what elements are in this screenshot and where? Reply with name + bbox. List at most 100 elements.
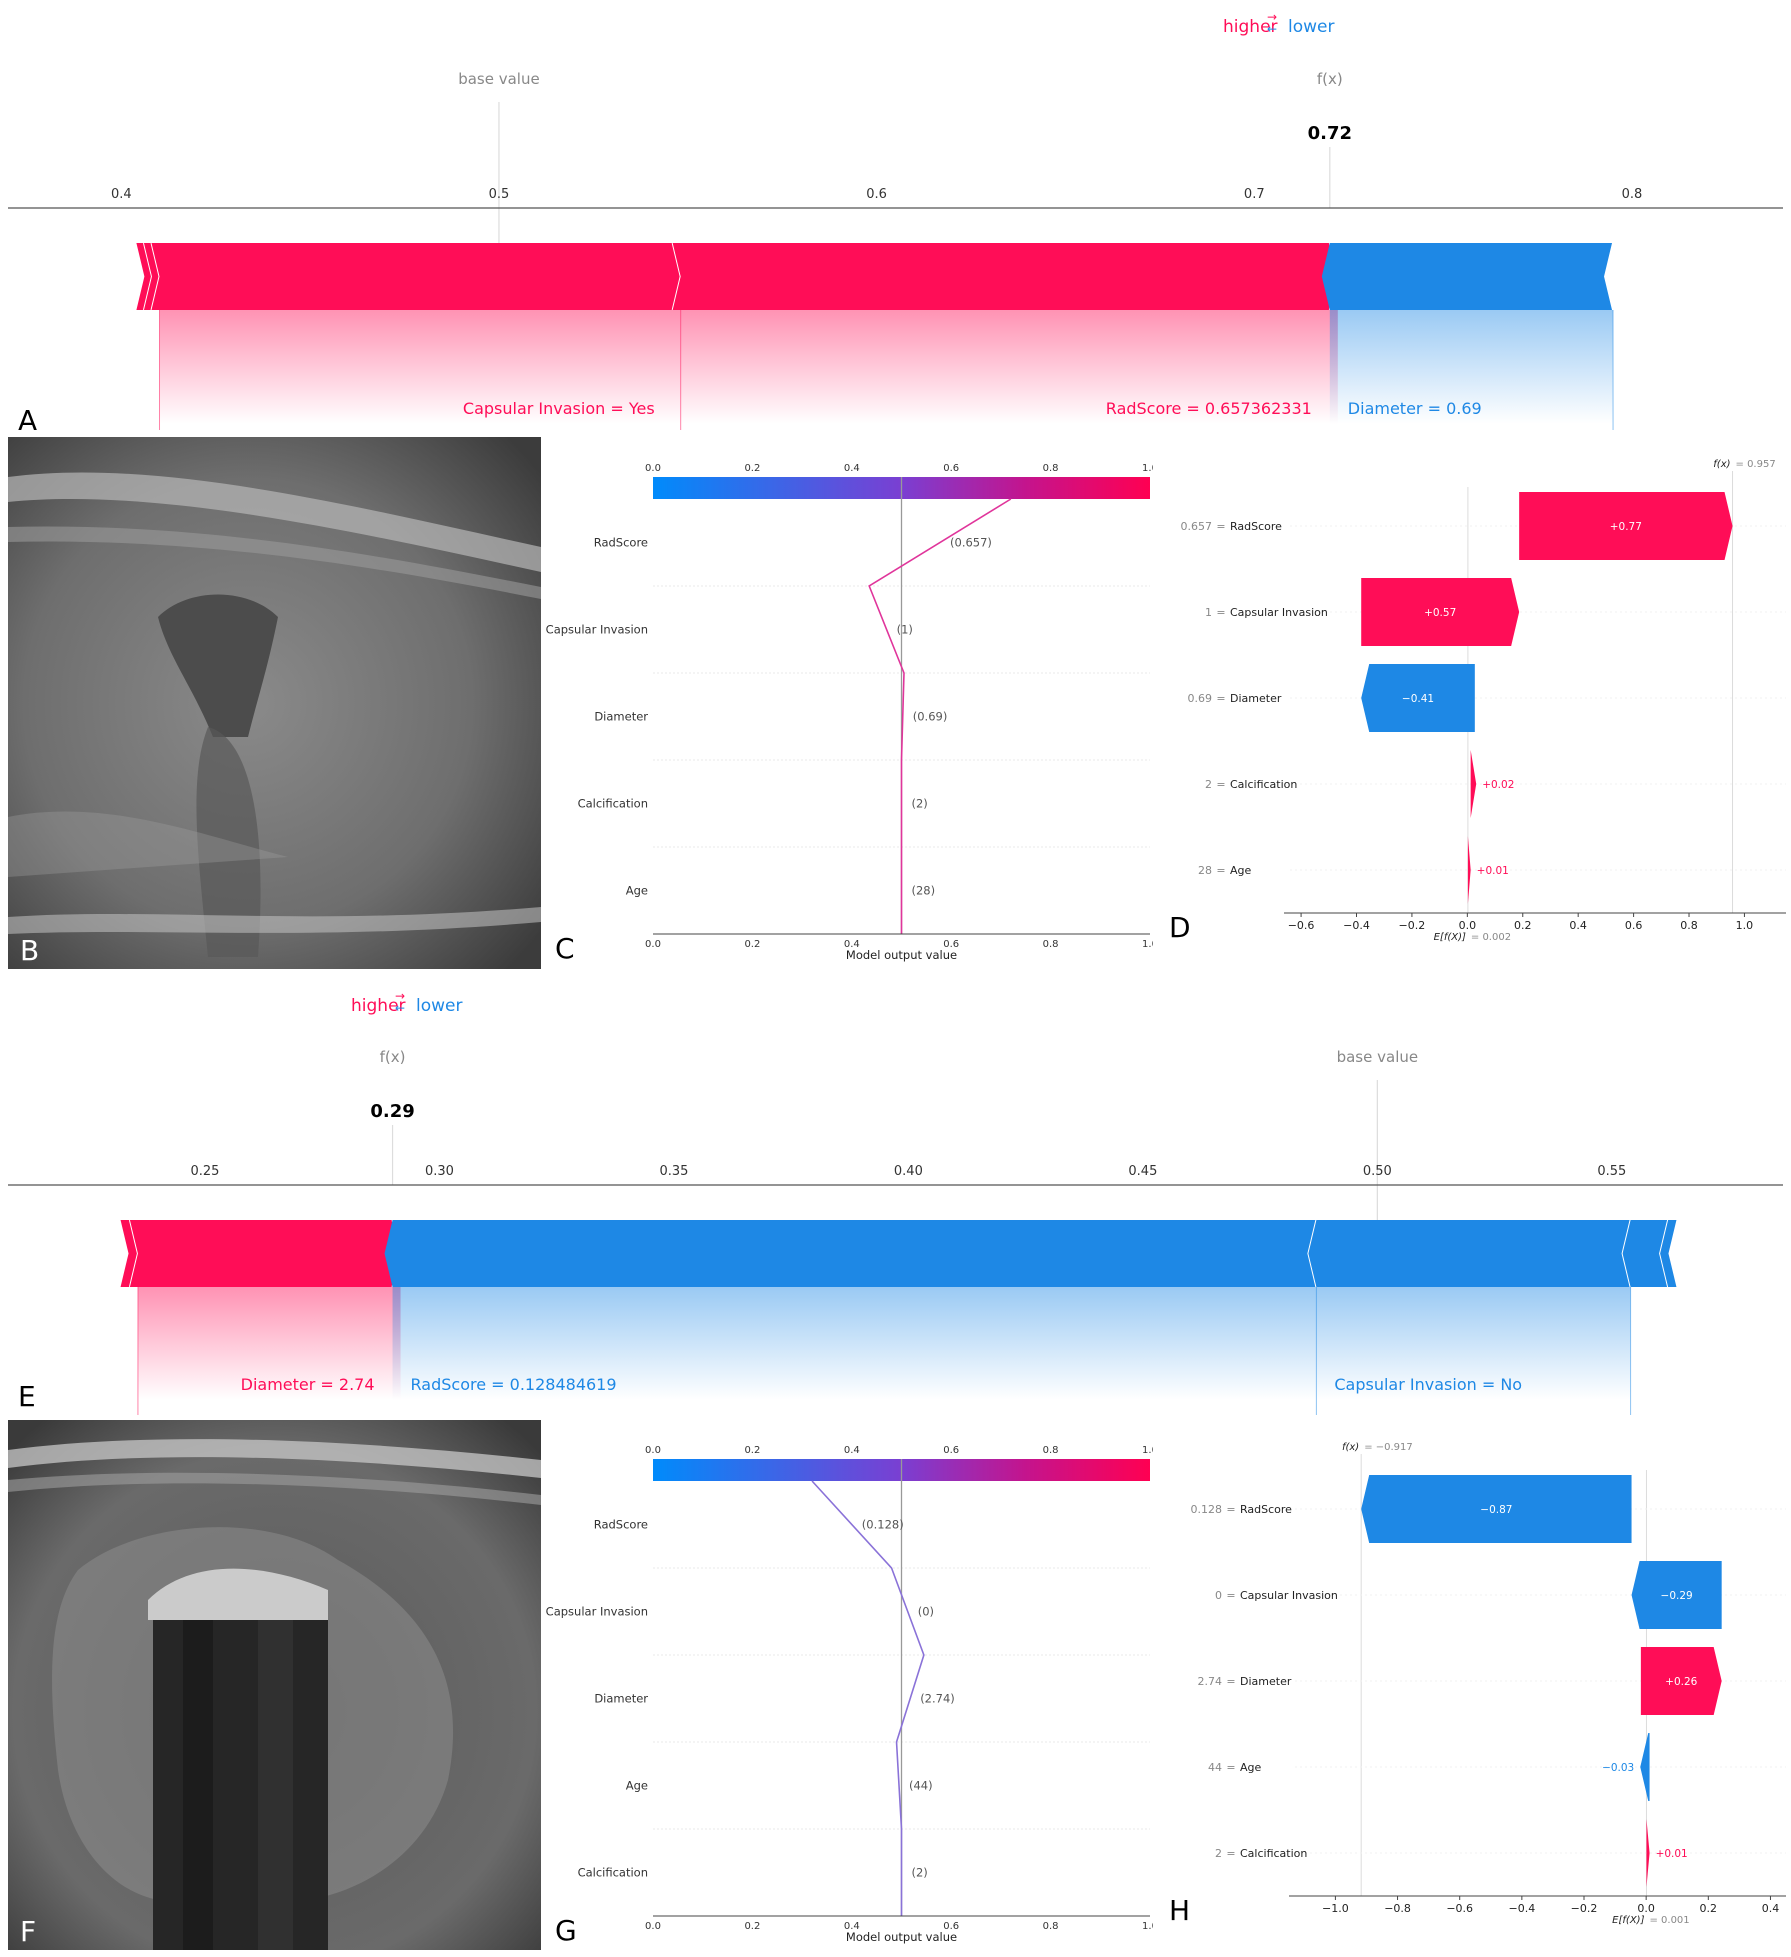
feature-value: (0.69) xyxy=(913,710,948,724)
segment-divider xyxy=(1668,1219,1679,1288)
ultrasound-texture-b xyxy=(8,437,541,969)
positive-segment-gradient xyxy=(159,310,681,424)
higher-arrow-icon: → xyxy=(395,989,405,1003)
x-tick-label: 0.40 xyxy=(894,1164,923,1179)
panel-label: G xyxy=(555,1914,577,1947)
contribution-label: +0.02 xyxy=(1482,779,1514,791)
feature-label-negative: RadScore = 0.128484619 xyxy=(411,1375,617,1394)
feature-name: RadScore xyxy=(594,1518,648,1532)
x-tick-label: 0.4 xyxy=(1762,1902,1780,1915)
feature-value: 2 xyxy=(1215,1847,1222,1860)
ultrasound-texture-f xyxy=(8,1420,541,1950)
x-tick-label: 0.35 xyxy=(659,1164,688,1179)
x-tick-label: 0.4 xyxy=(1569,919,1587,932)
feature-equals: = xyxy=(1226,1589,1235,1602)
panel-label: D xyxy=(1169,911,1191,944)
force-plot-e-svg: higher→← lower base value f(x) 0.29 0.25 0.30 0… xyxy=(8,989,1783,1415)
decision-plot-g-svg: 0.0 0.2 0.4 0.6 0.8 1.0 RadScore (0.128) Capsula… xyxy=(546,1445,1158,1947)
decision-path xyxy=(868,498,1012,934)
panel-label: A xyxy=(18,404,37,430)
feature-name: Capsular Invasion xyxy=(546,623,648,637)
colorbar-tick-label: 1.0 xyxy=(1142,1445,1153,1456)
x-tick-label: 0.0 xyxy=(645,1921,661,1932)
x-tick-label: 0.4 xyxy=(844,939,860,950)
x-tick-label: −0.6 xyxy=(1446,1902,1473,1915)
x-tick-label: 0.6 xyxy=(1625,919,1643,932)
x-tick-label: 1.0 xyxy=(1142,1921,1153,1932)
decision-plot-g: 0.0 0.2 0.4 0.6 0.8 1.0 RadScore (0.128) Capsula… xyxy=(541,1420,1158,1953)
feature-value: (28) xyxy=(912,884,936,898)
negative-force-segment xyxy=(1321,243,1614,310)
expected-value-label: E[f(X)] xyxy=(1434,932,1466,943)
colorbar-tick-label: 0.0 xyxy=(645,1445,661,1456)
feature-equals: = xyxy=(1226,1503,1235,1516)
feature-value: (0) xyxy=(918,1605,934,1619)
feature-value: 2 xyxy=(1205,778,1212,791)
x-tick-label: 0.4 xyxy=(111,187,132,202)
x-tick-label: −1.0 xyxy=(1322,1902,1349,1915)
feature-name: Calcification xyxy=(578,1866,648,1880)
feature-label-positive: Diameter = 2.74 xyxy=(241,1375,375,1394)
feature-equals: = xyxy=(1216,692,1225,705)
x-tick-label: 0.2 xyxy=(1514,919,1532,932)
feature-value: (2) xyxy=(912,797,928,811)
feature-name: RadScore xyxy=(1240,1503,1292,1516)
x-tick-label: 0.50 xyxy=(1363,1164,1392,1179)
feature-name: Diameter xyxy=(594,1692,648,1706)
contribution-label: +0.57 xyxy=(1424,607,1456,619)
fx-label: f(x) xyxy=(1317,70,1343,88)
feature-name: Diameter xyxy=(1240,1675,1292,1688)
panel-label-f: F xyxy=(20,1915,37,1948)
colorbar-tick-label: 1.0 xyxy=(1142,463,1153,474)
lower-arrow-icon: ← xyxy=(395,1001,405,1015)
feature-name: Calcification xyxy=(1240,1847,1307,1860)
feature-name: Diameter xyxy=(594,710,648,724)
contribution-label: −0.03 xyxy=(1602,1762,1634,1774)
colorbar-tick-label: 0.2 xyxy=(744,1445,760,1456)
x-tick-label: 0.5 xyxy=(489,187,510,202)
x-tick-label: 0.2 xyxy=(744,939,760,950)
negative-force-segment xyxy=(1622,1220,1669,1287)
x-tick-label: 0.25 xyxy=(190,1164,219,1179)
colorbar-tick-label: 0.6 xyxy=(943,1445,959,1456)
output-value: 0.29 xyxy=(370,1101,414,1122)
x-tick-label: 0.6 xyxy=(943,1921,959,1932)
feature-name: Capsular Invasion xyxy=(546,1605,648,1619)
x-tick-label: 0.0 xyxy=(645,939,661,950)
feature-name: Age xyxy=(626,1779,648,1793)
x-tick-label: 0.4 xyxy=(844,1921,860,1932)
feature-label-negative: Capsular Invasion = No xyxy=(1334,1375,1522,1394)
contribution-label: −0.41 xyxy=(1402,693,1434,705)
panel-label: E xyxy=(18,1380,36,1413)
fx-value: = −0.917 xyxy=(1364,1442,1413,1453)
feature-label-negative: Diameter = 0.69 xyxy=(1348,399,1482,418)
negative-force-segment xyxy=(1308,1220,1631,1287)
positive-contribution-bar xyxy=(1470,750,1477,818)
expected-value: = 0.001 xyxy=(1649,1915,1689,1926)
colorbar-tick-label: 0.8 xyxy=(1043,1445,1059,1456)
ultrasound-image-b: B xyxy=(8,437,541,969)
feature-name: RadScore xyxy=(1230,520,1282,533)
x-axis-label: Model output value xyxy=(846,1930,957,1944)
x-tick-label: 0.8 xyxy=(1043,939,1059,950)
decision-plot-c-svg: 0.0 0.2 0.4 0.6 0.8 1.0 RadScore (0.657) Capsula… xyxy=(546,463,1158,965)
negative-contribution-bar xyxy=(1640,1733,1650,1801)
negative-contribution-bar xyxy=(1361,664,1475,732)
feature-name: Diameter xyxy=(1230,692,1282,705)
fx-label: f(x) xyxy=(380,1048,406,1066)
negative-force-segment xyxy=(384,1220,1317,1287)
x-tick-label: −0.2 xyxy=(1399,919,1426,932)
x-tick-label: 0.6 xyxy=(943,939,959,950)
decision-path xyxy=(811,1480,925,1916)
fx-value: = 0.957 xyxy=(1736,459,1776,470)
positive-segment-gradient xyxy=(680,310,1338,424)
feature-value: 44 xyxy=(1208,1761,1222,1774)
expected-value: = 0.002 xyxy=(1471,932,1511,943)
feature-equals: = xyxy=(1216,864,1225,877)
positive-force-segment xyxy=(672,243,1338,310)
higher-label: higher xyxy=(351,996,406,1016)
feature-value: (44) xyxy=(909,1779,933,1793)
segment-divider xyxy=(1604,242,1615,311)
